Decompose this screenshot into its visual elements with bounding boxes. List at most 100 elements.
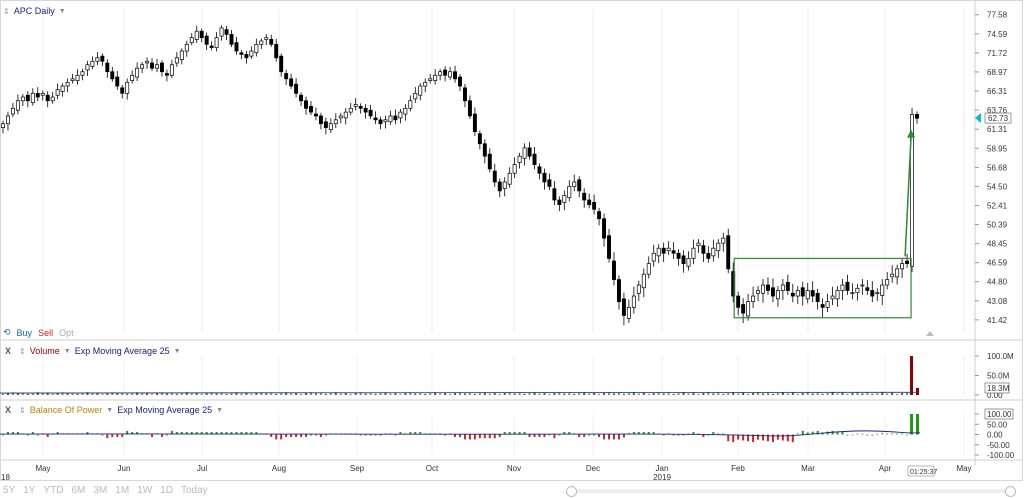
y-tick-label: -50.00 xyxy=(987,441,1010,450)
range-button-3m[interactable]: 3M xyxy=(93,485,108,496)
bop-bar xyxy=(270,434,273,437)
time-readout-box xyxy=(907,465,935,477)
candle-body xyxy=(870,290,875,297)
volume-bar xyxy=(61,392,64,395)
bop-bar xyxy=(185,432,188,435)
volume-bar xyxy=(886,393,889,395)
bop-bar xyxy=(806,432,809,435)
candle-body xyxy=(358,106,363,109)
candle-body xyxy=(845,281,850,291)
candle-body xyxy=(621,298,626,316)
bop-bar xyxy=(220,432,223,435)
slider-end-handle[interactable] xyxy=(1005,486,1016,497)
candle-body xyxy=(860,284,865,287)
bop-bar xyxy=(811,431,814,435)
candle-body xyxy=(164,73,169,76)
volume-bar xyxy=(543,392,546,395)
chevron-down-icon[interactable]: ▼ xyxy=(106,406,114,414)
chevron-down-icon[interactable]: ▼ xyxy=(63,347,71,355)
bop-bar xyxy=(861,433,864,435)
candle-body xyxy=(661,247,666,254)
close-bop-panel-button[interactable]: X xyxy=(5,405,12,415)
chart-header: ⇕ APC Daily ▼ xyxy=(3,6,66,16)
volume-bar xyxy=(612,393,615,395)
opt-button[interactable]: Opt xyxy=(59,327,74,338)
bop-bar xyxy=(776,434,779,440)
volume-bar xyxy=(220,392,223,395)
bop-bar xyxy=(300,434,303,437)
volume-label[interactable]: Volume xyxy=(29,346,60,356)
volume-bar xyxy=(434,392,437,395)
candle-body xyxy=(398,111,403,119)
range-button-today[interactable]: Today xyxy=(180,485,208,496)
candle-body xyxy=(333,119,338,125)
range-button-1w[interactable]: 1W xyxy=(137,485,153,496)
range-button-1d[interactable]: 1D xyxy=(160,485,173,496)
range-button-1y[interactable]: 1Y xyxy=(23,485,36,496)
volume-bar xyxy=(836,393,839,395)
volume-bar xyxy=(632,392,635,395)
bop-bar xyxy=(290,434,293,437)
volume-bar xyxy=(131,393,134,395)
volume-bar xyxy=(776,393,779,395)
bop-bar xyxy=(324,434,327,436)
bop-bar xyxy=(359,434,362,436)
volume-bar xyxy=(155,393,158,395)
bop-bar xyxy=(309,434,312,436)
breakout-arrow-head xyxy=(907,129,916,138)
volume-bar xyxy=(851,393,854,395)
range-button-6m[interactable]: 6M xyxy=(71,485,86,496)
candle-body xyxy=(502,181,507,190)
candle-body xyxy=(612,260,616,280)
volume-ema-label[interactable]: Exp Moving Average 25 xyxy=(74,346,170,356)
volume-bar xyxy=(791,392,794,395)
volume-bar xyxy=(766,392,769,395)
bop-bar xyxy=(444,434,447,436)
bop-bar xyxy=(319,434,322,437)
y-tick-label: 46.59 xyxy=(987,259,1008,268)
candle-body xyxy=(214,37,219,49)
volume-bar xyxy=(637,393,640,395)
reorder-arrows-icon[interactable]: ⇕ xyxy=(19,346,26,356)
candle-body xyxy=(487,153,492,170)
bop-bar xyxy=(414,432,417,435)
slider-start-handle[interactable] xyxy=(566,486,577,497)
bop-bar xyxy=(727,434,730,442)
bop-bar xyxy=(801,430,804,435)
y-tick-label: 100.0M xyxy=(987,352,1014,361)
sell-button[interactable]: Sell xyxy=(38,327,54,338)
chevron-down-icon[interactable]: ▼ xyxy=(173,347,181,355)
bop-bar xyxy=(528,434,531,437)
candle-body xyxy=(269,39,274,45)
chevron-down-icon[interactable]: ▼ xyxy=(216,406,224,414)
buy-button[interactable]: Buy xyxy=(16,327,33,338)
candle-body xyxy=(557,199,562,205)
reorder-arrows-icon[interactable]: ⇕ xyxy=(19,405,26,415)
volume-bar xyxy=(285,392,288,395)
chart-title[interactable]: APC Daily xyxy=(13,6,55,16)
range-button-ytd[interactable]: YTD xyxy=(43,485,64,496)
candle-body xyxy=(313,113,318,117)
bop-bar xyxy=(473,434,476,440)
range-selector: 5Y 1Y YTD 6M 3M 1M 1W 1D Today xyxy=(3,485,208,496)
chevron-down-icon[interactable]: ▼ xyxy=(58,7,66,15)
bop-bar xyxy=(712,432,715,435)
range-button-5y[interactable]: 5Y xyxy=(3,485,16,496)
bop-label[interactable]: Balance Of Power xyxy=(29,405,103,415)
candle-body xyxy=(174,57,179,64)
time-readout-label: 01:25:37 xyxy=(910,469,937,476)
candle-body xyxy=(651,252,656,262)
close-volume-panel-button[interactable]: X xyxy=(5,346,12,356)
bop-bar xyxy=(752,434,755,443)
candle-body xyxy=(274,43,279,59)
volume-bar xyxy=(255,393,258,395)
candle-body xyxy=(706,252,711,259)
volume-bar xyxy=(513,393,516,395)
candle-body xyxy=(507,172,512,185)
candle-body xyxy=(736,295,741,308)
range-button-1m[interactable]: 1M xyxy=(115,485,130,496)
bop-ema-label[interactable]: Exp Moving Average 25 xyxy=(117,405,213,415)
candle-body xyxy=(463,87,467,102)
reorder-arrows-icon[interactable]: ⇕ xyxy=(3,6,10,16)
time-range-slider[interactable] xyxy=(566,486,1016,497)
